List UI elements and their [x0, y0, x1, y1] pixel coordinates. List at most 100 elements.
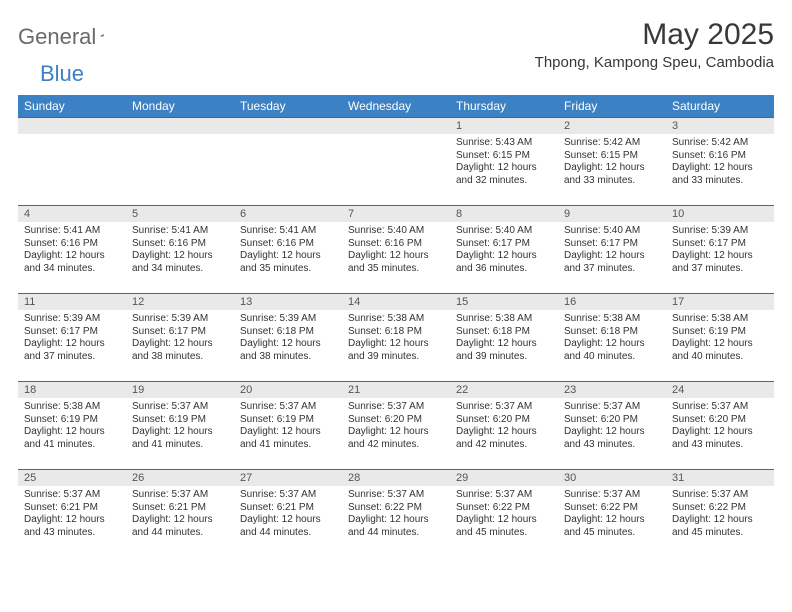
calendar-cell: 6Sunrise: 5:41 AMSunset: 6:16 PMDaylight… [234, 206, 342, 294]
day-info: Sunrise: 5:38 AMSunset: 6:18 PMDaylight:… [450, 310, 558, 367]
calendar-cell: 4Sunrise: 5:41 AMSunset: 6:16 PMDaylight… [18, 206, 126, 294]
day-info: Sunrise: 5:37 AMSunset: 6:20 PMDaylight:… [450, 398, 558, 455]
day-info: Sunrise: 5:37 AMSunset: 6:21 PMDaylight:… [18, 486, 126, 543]
day-number: 19 [126, 382, 234, 398]
day-info: Sunrise: 5:38 AMSunset: 6:18 PMDaylight:… [342, 310, 450, 367]
day-number: 11 [18, 294, 126, 310]
calendar-cell: 13Sunrise: 5:39 AMSunset: 6:18 PMDayligh… [234, 294, 342, 382]
day-number: 1 [450, 118, 558, 134]
weekday-header: Tuesday [234, 95, 342, 118]
calendar-cell: 26Sunrise: 5:37 AMSunset: 6:21 PMDayligh… [126, 470, 234, 558]
day-info: Sunrise: 5:40 AMSunset: 6:17 PMDaylight:… [450, 222, 558, 279]
calendar-body: 1Sunrise: 5:43 AMSunset: 6:15 PMDaylight… [18, 118, 774, 558]
day-number: 17 [666, 294, 774, 310]
day-info: Sunrise: 5:39 AMSunset: 6:17 PMDaylight:… [18, 310, 126, 367]
calendar-cell: 27Sunrise: 5:37 AMSunset: 6:21 PMDayligh… [234, 470, 342, 558]
weekday-header: Saturday [666, 95, 774, 118]
calendar-cell: 15Sunrise: 5:38 AMSunset: 6:18 PMDayligh… [450, 294, 558, 382]
calendar-cell: 17Sunrise: 5:38 AMSunset: 6:19 PMDayligh… [666, 294, 774, 382]
day-number: 12 [126, 294, 234, 310]
day-info: Sunrise: 5:40 AMSunset: 6:17 PMDaylight:… [558, 222, 666, 279]
day-number: 30 [558, 470, 666, 486]
calendar-table: Sunday Monday Tuesday Wednesday Thursday… [18, 95, 774, 558]
day-info: Sunrise: 5:42 AMSunset: 6:16 PMDaylight:… [666, 134, 774, 191]
calendar-cell [234, 118, 342, 206]
calendar-cell: 20Sunrise: 5:37 AMSunset: 6:19 PMDayligh… [234, 382, 342, 470]
day-number: 9 [558, 206, 666, 222]
calendar-cell [126, 118, 234, 206]
calendar-cell: 2Sunrise: 5:42 AMSunset: 6:15 PMDaylight… [558, 118, 666, 206]
day-number: 23 [558, 382, 666, 398]
calendar-row: 4Sunrise: 5:41 AMSunset: 6:16 PMDaylight… [18, 206, 774, 294]
calendar-cell: 23Sunrise: 5:37 AMSunset: 6:20 PMDayligh… [558, 382, 666, 470]
day-number: 13 [234, 294, 342, 310]
calendar-cell: 29Sunrise: 5:37 AMSunset: 6:22 PMDayligh… [450, 470, 558, 558]
calendar-cell: 5Sunrise: 5:41 AMSunset: 6:16 PMDaylight… [126, 206, 234, 294]
day-number: 25 [18, 470, 126, 486]
day-info: Sunrise: 5:43 AMSunset: 6:15 PMDaylight:… [450, 134, 558, 191]
day-number: 3 [666, 118, 774, 134]
calendar-row: 1Sunrise: 5:43 AMSunset: 6:15 PMDaylight… [18, 118, 774, 206]
day-info: Sunrise: 5:41 AMSunset: 6:16 PMDaylight:… [18, 222, 126, 279]
calendar-cell: 21Sunrise: 5:37 AMSunset: 6:20 PMDayligh… [342, 382, 450, 470]
calendar-cell: 14Sunrise: 5:38 AMSunset: 6:18 PMDayligh… [342, 294, 450, 382]
day-info: Sunrise: 5:39 AMSunset: 6:18 PMDaylight:… [234, 310, 342, 367]
calendar-cell: 10Sunrise: 5:39 AMSunset: 6:17 PMDayligh… [666, 206, 774, 294]
calendar-cell: 31Sunrise: 5:37 AMSunset: 6:22 PMDayligh… [666, 470, 774, 558]
day-number: 15 [450, 294, 558, 310]
day-info: Sunrise: 5:39 AMSunset: 6:17 PMDaylight:… [666, 222, 774, 279]
calendar-cell: 12Sunrise: 5:39 AMSunset: 6:17 PMDayligh… [126, 294, 234, 382]
calendar-cell: 19Sunrise: 5:37 AMSunset: 6:19 PMDayligh… [126, 382, 234, 470]
day-info: Sunrise: 5:37 AMSunset: 6:22 PMDaylight:… [666, 486, 774, 543]
day-number: 21 [342, 382, 450, 398]
calendar-cell [18, 118, 126, 206]
day-number: 31 [666, 470, 774, 486]
logo-word1: General [18, 24, 96, 50]
day-info: Sunrise: 5:38 AMSunset: 6:19 PMDaylight:… [666, 310, 774, 367]
calendar-cell: 16Sunrise: 5:38 AMSunset: 6:18 PMDayligh… [558, 294, 666, 382]
day-info: Sunrise: 5:41 AMSunset: 6:16 PMDaylight:… [126, 222, 234, 279]
day-info: Sunrise: 5:40 AMSunset: 6:16 PMDaylight:… [342, 222, 450, 279]
day-number: 4 [18, 206, 126, 222]
day-info: Sunrise: 5:38 AMSunset: 6:18 PMDaylight:… [558, 310, 666, 367]
calendar-cell: 18Sunrise: 5:38 AMSunset: 6:19 PMDayligh… [18, 382, 126, 470]
calendar-cell: 9Sunrise: 5:40 AMSunset: 6:17 PMDaylight… [558, 206, 666, 294]
day-number: 2 [558, 118, 666, 134]
day-number: 24 [666, 382, 774, 398]
calendar-row: 25Sunrise: 5:37 AMSunset: 6:21 PMDayligh… [18, 470, 774, 558]
calendar-cell: 8Sunrise: 5:40 AMSunset: 6:17 PMDaylight… [450, 206, 558, 294]
calendar-cell: 22Sunrise: 5:37 AMSunset: 6:20 PMDayligh… [450, 382, 558, 470]
page-title: May 2025 [535, 18, 774, 52]
logo-triangle-icon [100, 27, 104, 43]
day-number-empty [342, 118, 450, 134]
page-subtitle: Thpong, Kampong Speu, Cambodia [535, 54, 774, 71]
day-info: Sunrise: 5:37 AMSunset: 6:19 PMDaylight:… [126, 398, 234, 455]
day-number: 18 [18, 382, 126, 398]
calendar-cell: 11Sunrise: 5:39 AMSunset: 6:17 PMDayligh… [18, 294, 126, 382]
day-number-empty [126, 118, 234, 134]
day-number: 8 [450, 206, 558, 222]
day-number: 20 [234, 382, 342, 398]
day-info: Sunrise: 5:37 AMSunset: 6:22 PMDaylight:… [342, 486, 450, 543]
day-number-empty [234, 118, 342, 134]
day-info: Sunrise: 5:37 AMSunset: 6:21 PMDaylight:… [234, 486, 342, 543]
day-info: Sunrise: 5:37 AMSunset: 6:21 PMDaylight:… [126, 486, 234, 543]
day-number-empty [18, 118, 126, 134]
day-info: Sunrise: 5:37 AMSunset: 6:20 PMDaylight:… [342, 398, 450, 455]
logo: General [18, 18, 124, 50]
title-block: May 2025 Thpong, Kampong Speu, Cambodia [535, 18, 774, 71]
day-number: 26 [126, 470, 234, 486]
weekday-header: Monday [126, 95, 234, 118]
calendar-cell: 30Sunrise: 5:37 AMSunset: 6:22 PMDayligh… [558, 470, 666, 558]
day-info: Sunrise: 5:42 AMSunset: 6:15 PMDaylight:… [558, 134, 666, 191]
calendar-cell: 24Sunrise: 5:37 AMSunset: 6:20 PMDayligh… [666, 382, 774, 470]
day-info: Sunrise: 5:38 AMSunset: 6:19 PMDaylight:… [18, 398, 126, 455]
day-info: Sunrise: 5:39 AMSunset: 6:17 PMDaylight:… [126, 310, 234, 367]
day-number: 14 [342, 294, 450, 310]
day-number: 5 [126, 206, 234, 222]
day-info: Sunrise: 5:37 AMSunset: 6:22 PMDaylight:… [450, 486, 558, 543]
weekday-header-row: Sunday Monday Tuesday Wednesday Thursday… [18, 95, 774, 118]
day-info: Sunrise: 5:37 AMSunset: 6:22 PMDaylight:… [558, 486, 666, 543]
day-number: 22 [450, 382, 558, 398]
day-number: 6 [234, 206, 342, 222]
